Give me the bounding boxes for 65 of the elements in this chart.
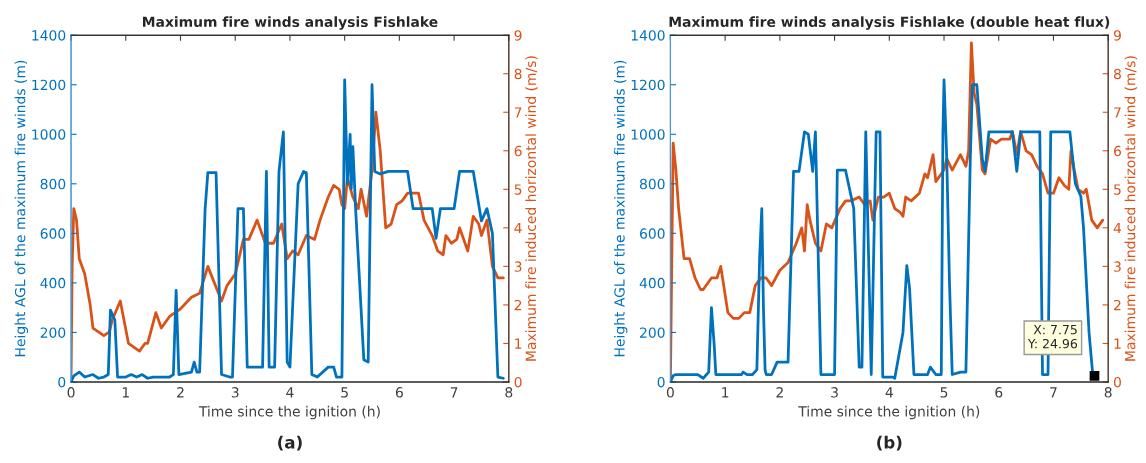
y2-tick-label: 5 bbox=[514, 184, 522, 195]
x-tick-label: 3 bbox=[831, 387, 838, 398]
y2-tick-label: 7 bbox=[514, 107, 522, 118]
y2-tick-label: 8 bbox=[514, 68, 522, 80]
y2-tick-label: 0 bbox=[514, 376, 522, 388]
y-tick-label: 200 bbox=[40, 327, 66, 338]
y-tick-label: 800 bbox=[40, 178, 66, 190]
y2-tick-label: 4 bbox=[1113, 223, 1122, 234]
y2-tick-label: 0 bbox=[1113, 376, 1121, 388]
y2-tick-label: 6 bbox=[1114, 145, 1122, 157]
y-tick-label: 1000 bbox=[631, 129, 665, 140]
x-tick-label: 1 bbox=[122, 387, 129, 398]
x-tick-label: 2 bbox=[177, 387, 184, 398]
y2-tick-label: 2 bbox=[1114, 299, 1121, 311]
x-tick-label: 8 bbox=[1104, 387, 1112, 398]
y-axis-title: Height AGL of the maximum fire winds (m) bbox=[613, 60, 628, 357]
x-axis-title: Time since the ignition (h) bbox=[198, 405, 380, 420]
y-tick-label: 1400 bbox=[32, 30, 66, 41]
y2-tick-label: 6 bbox=[514, 145, 522, 157]
y2-axis-title: Maximum fire induced horizontal wind (m/s) bbox=[1124, 56, 1138, 361]
x-tick-label: 2 bbox=[776, 387, 783, 398]
x-tick-label: 8 bbox=[505, 387, 513, 398]
annotation: X: 7.75 Y: 24.96 bbox=[1027, 325, 1078, 349]
y2-tick-label: 9 bbox=[1113, 30, 1121, 41]
x-tick-label: 0 bbox=[666, 387, 674, 398]
y-tick-label: 1000 bbox=[32, 129, 66, 140]
y2-tick-label: 2 bbox=[514, 299, 522, 311]
y2-tick-label: 4 bbox=[514, 223, 522, 234]
y-tick-label: 600 bbox=[40, 228, 66, 239]
chart-title: Maximum fire winds analysis Fishlake bbox=[143, 16, 438, 30]
y-tick-label: 0 bbox=[657, 376, 665, 388]
x-tick-label: 7 bbox=[1050, 387, 1057, 398]
y2-tick-label: 3 bbox=[514, 261, 522, 272]
y-tick-label: 0 bbox=[58, 376, 66, 388]
text: (a) bbox=[278, 435, 302, 451]
y2-tick-label: 9 bbox=[514, 30, 522, 41]
y2-tick-label: 3 bbox=[1114, 261, 1121, 272]
text: (b) bbox=[877, 435, 902, 451]
y-tick-label: 400 bbox=[639, 277, 665, 289]
x-tick-label: 7 bbox=[450, 387, 458, 398]
x-tick-label: 4 bbox=[286, 387, 294, 398]
chart-title: Maximum fire winds analysis Fishlake (double heat flux) bbox=[669, 16, 1110, 30]
x-tick-label: 3 bbox=[231, 387, 239, 398]
y-axis-title: Height AGL of the maximum fire winds (m) bbox=[14, 60, 29, 357]
y-tick-label: 800 bbox=[639, 178, 665, 190]
y2-tick-label: 7 bbox=[1114, 107, 1121, 118]
x-axis-title: Time since the ignition (h) bbox=[798, 405, 980, 420]
y-tick-label: 1200 bbox=[631, 79, 665, 91]
y-tick-label: 600 bbox=[640, 228, 665, 239]
x-tick-label: 1 bbox=[722, 387, 729, 398]
x-tick-label: 5 bbox=[940, 387, 948, 398]
y-tick-label: 1200 bbox=[32, 79, 66, 91]
x-tick-label: 5 bbox=[341, 387, 348, 398]
x-tick-label: 4 bbox=[885, 387, 893, 398]
y2-tick-label: 5 bbox=[1114, 184, 1121, 195]
y-tick-label: 200 bbox=[640, 327, 665, 338]
x-tick-label: 6 bbox=[395, 387, 403, 398]
y2-tick-label: 1 bbox=[515, 338, 522, 349]
x-tick-label: 0 bbox=[67, 387, 75, 398]
y-tick-label: 1400 bbox=[631, 30, 665, 41]
y-tick-label: 400 bbox=[40, 277, 66, 289]
x-tick-label: 6 bbox=[995, 387, 1003, 398]
y2-tick-label: 8 bbox=[1113, 68, 1121, 80]
y2-tick-label: 1 bbox=[1114, 338, 1121, 349]
y2-axis-title: Maximum fire induced horizontal wind (m/s) bbox=[525, 56, 538, 361]
